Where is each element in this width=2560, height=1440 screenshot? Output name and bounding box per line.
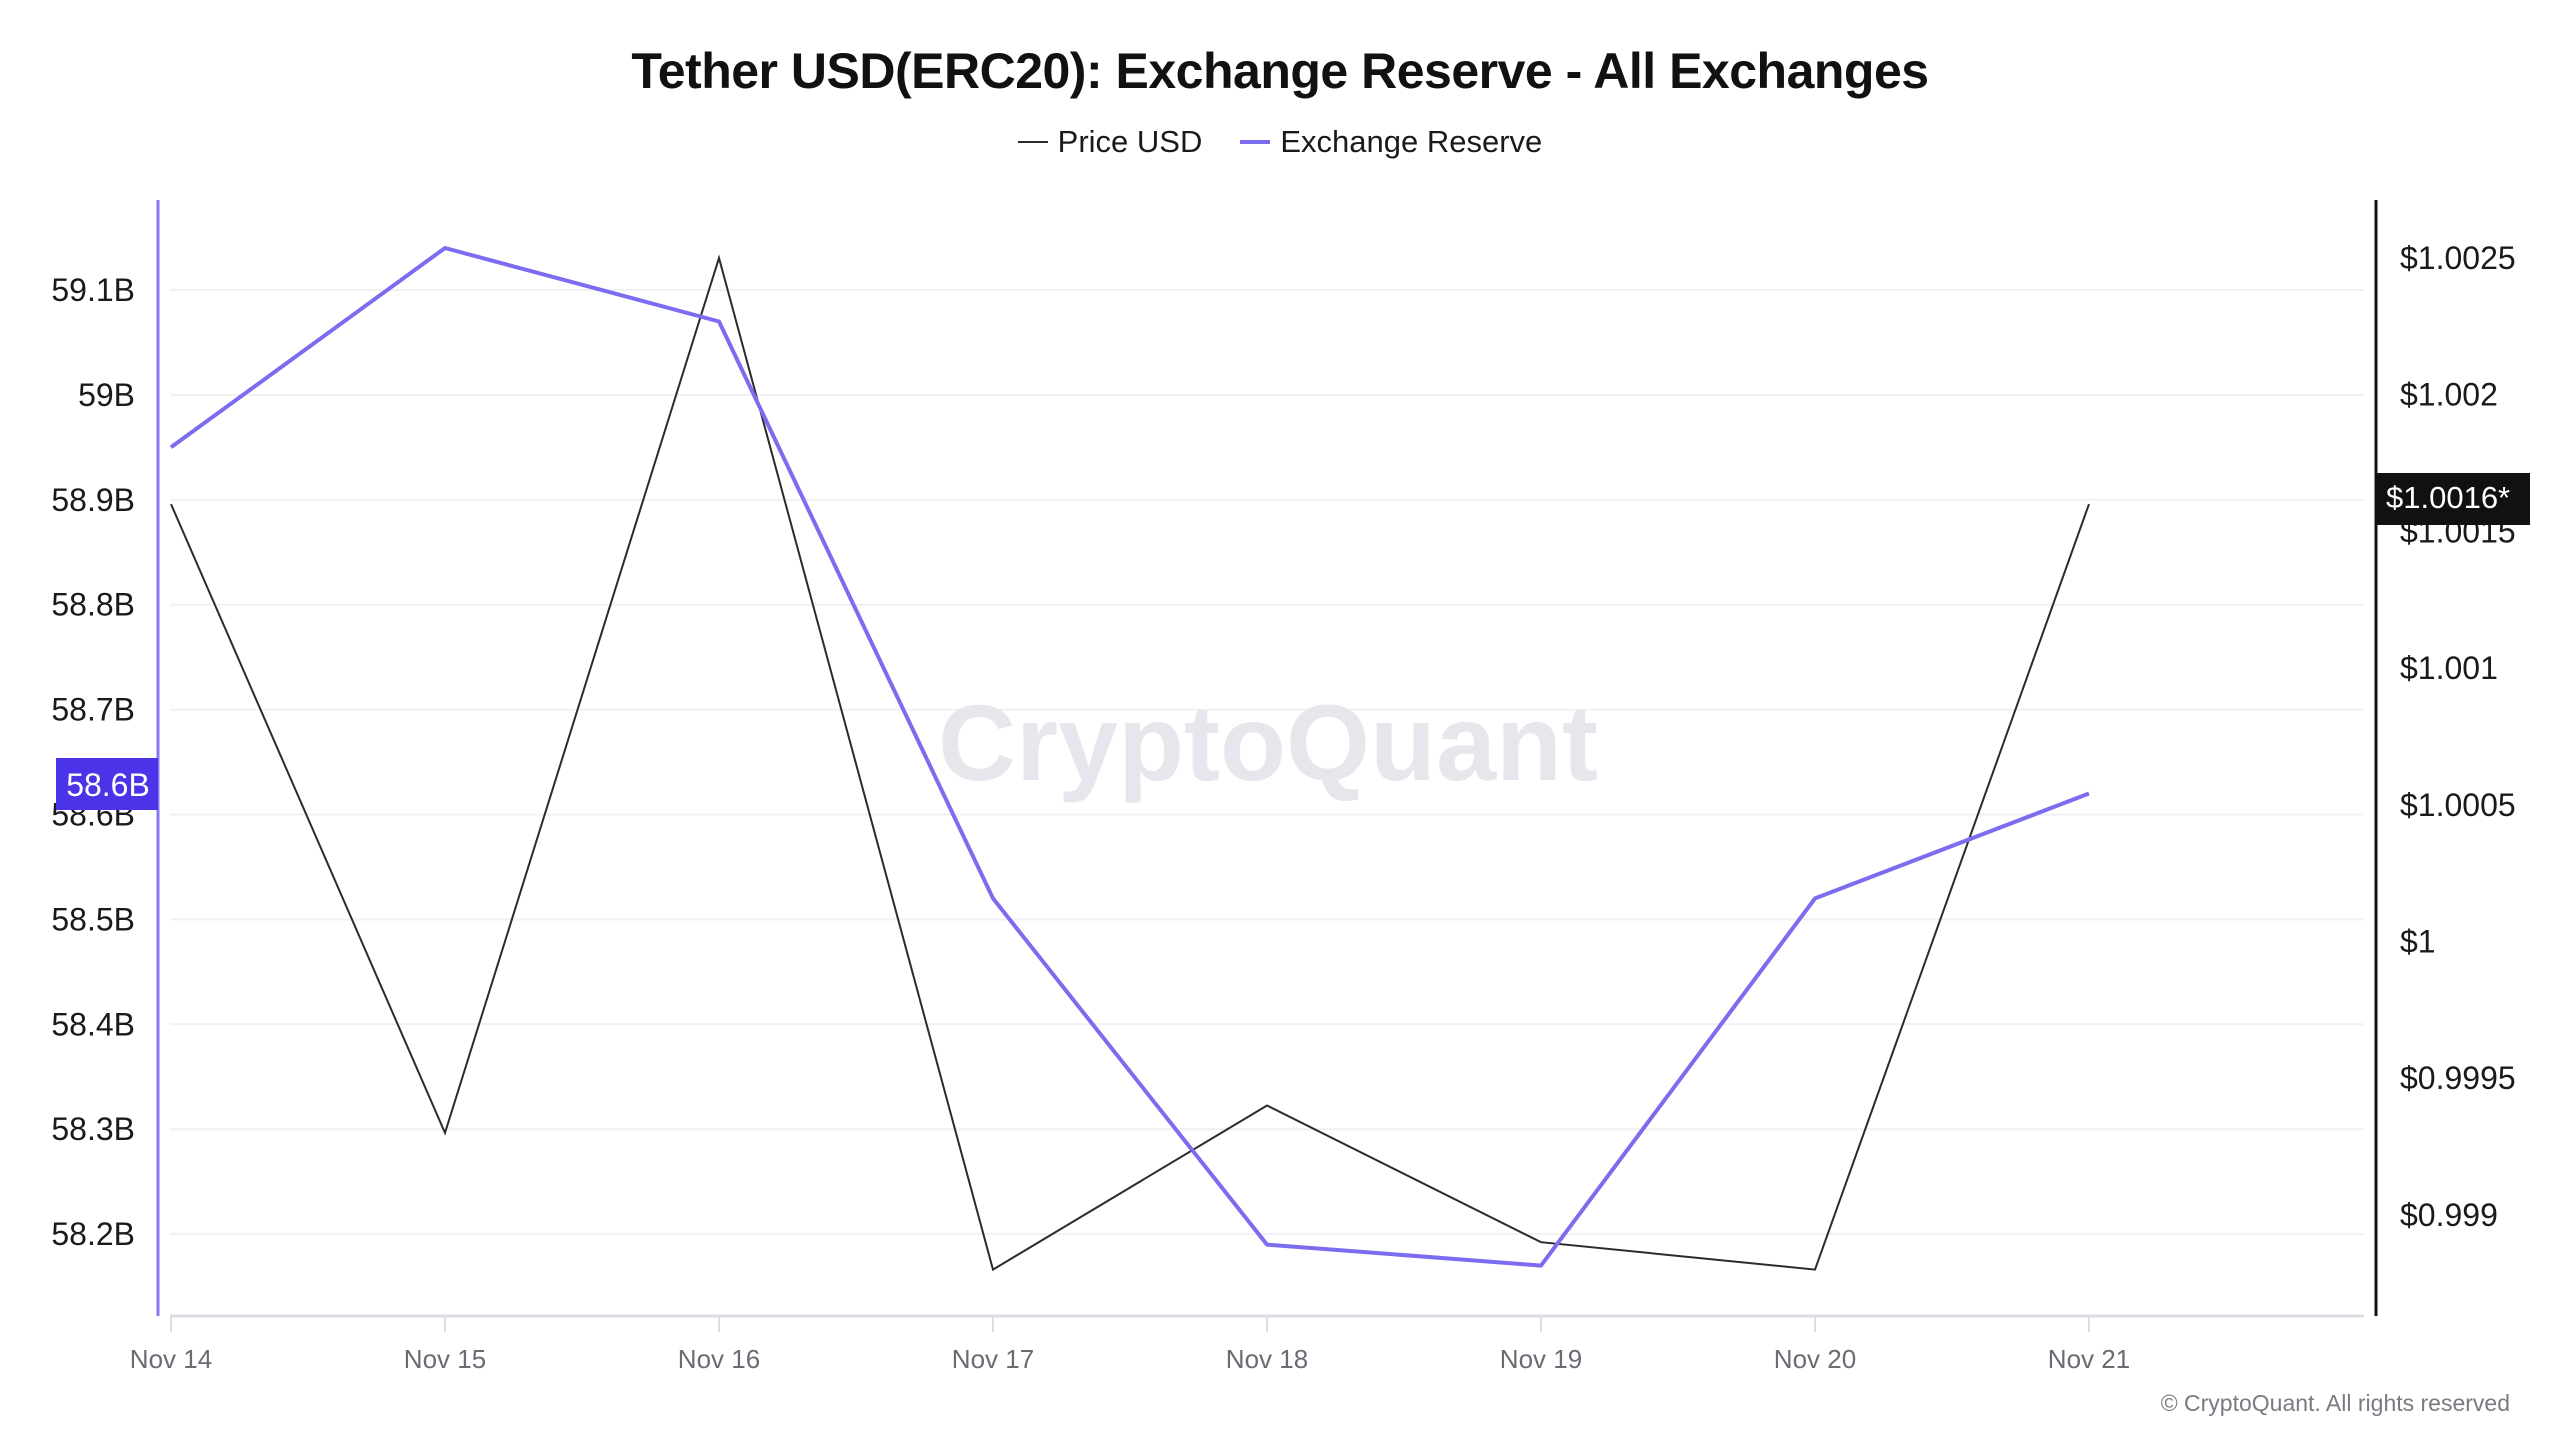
chart-title: Tether USD(ERC20): Exchange Reserve - Al… (631, 43, 1929, 99)
right-tick-label: $1.0005 (2400, 787, 2516, 823)
right-axis-ticks: $1.0025$1.002$1.0015$1.001$1.0005$1$0.99… (2400, 240, 2516, 1233)
x-tick-label: Nov 14 (130, 1344, 212, 1374)
price-line-swatch-icon (1017, 141, 1048, 143)
legend-label-price: Price USD (1057, 124, 1203, 159)
legend-label-reserve: Exchange Reserve (1280, 124, 1543, 159)
right-tick-label: $1.001 (2400, 650, 2498, 686)
left-tick-label: 58.2B (51, 1216, 135, 1252)
gridlines (170, 289, 2364, 1236)
left-tick-label: 58.5B (51, 901, 135, 937)
left-crosshair-label: 58.6B (56, 758, 158, 810)
left-tick-label: 58.7B (51, 692, 135, 728)
left-tick-label: 59.1B (51, 272, 135, 308)
x-tick-label: Nov 17 (952, 1344, 1034, 1374)
right-tick-label: $1 (2400, 924, 2436, 960)
x-axis-ticks: Nov 14 Nov 15 Nov 16 Nov 17 Nov 18 Nov 19 Nov … (130, 1316, 2130, 1374)
exchange-reserve-line[interactable] (169, 246, 2090, 1268)
copyright-notice: © CryptoQuant. All rights reserved (2160, 1390, 2510, 1416)
left-tick-label: 58.8B (51, 587, 135, 623)
right-tick-label: $0.999 (2400, 1197, 2498, 1233)
legend: Price USD Exchange Reserve (0, 124, 2560, 160)
x-tick-label: Nov 19 (1500, 1344, 1582, 1374)
right-crosshair-value: $1.0016* (2386, 480, 2510, 515)
watermark-logo: CryptoQuant (938, 682, 1598, 803)
right-tick-label: $1.002 (2400, 377, 2498, 413)
left-crosshair-value: 58.6B (66, 767, 150, 803)
right-tick-label: $1.0025 (2400, 240, 2516, 276)
left-tick-label: 58.9B (51, 482, 135, 518)
left-tick-label: 58.3B (51, 1111, 135, 1147)
right-crosshair-label: $1.0016* (2376, 473, 2530, 525)
x-tick-label: Nov 15 (404, 1344, 486, 1374)
right-tick-label: $0.9995 (2400, 1060, 2516, 1096)
left-tick-label: 59B (78, 377, 135, 413)
x-tick-label: Nov 21 (2048, 1344, 2130, 1374)
legend-item-reserve[interactable]: Exchange Reserve (1240, 124, 1542, 160)
reserve-line-swatch-icon (1240, 140, 1271, 144)
x-tick-label: Nov 16 (678, 1344, 760, 1374)
left-tick-label: 58.4B (51, 1006, 135, 1042)
x-tick-label: Nov 18 (1226, 1344, 1308, 1374)
legend-item-price[interactable]: Price USD (1017, 124, 1203, 160)
x-tick-label: Nov 20 (1774, 1344, 1856, 1374)
price-usd-line[interactable] (170, 254, 2090, 1272)
